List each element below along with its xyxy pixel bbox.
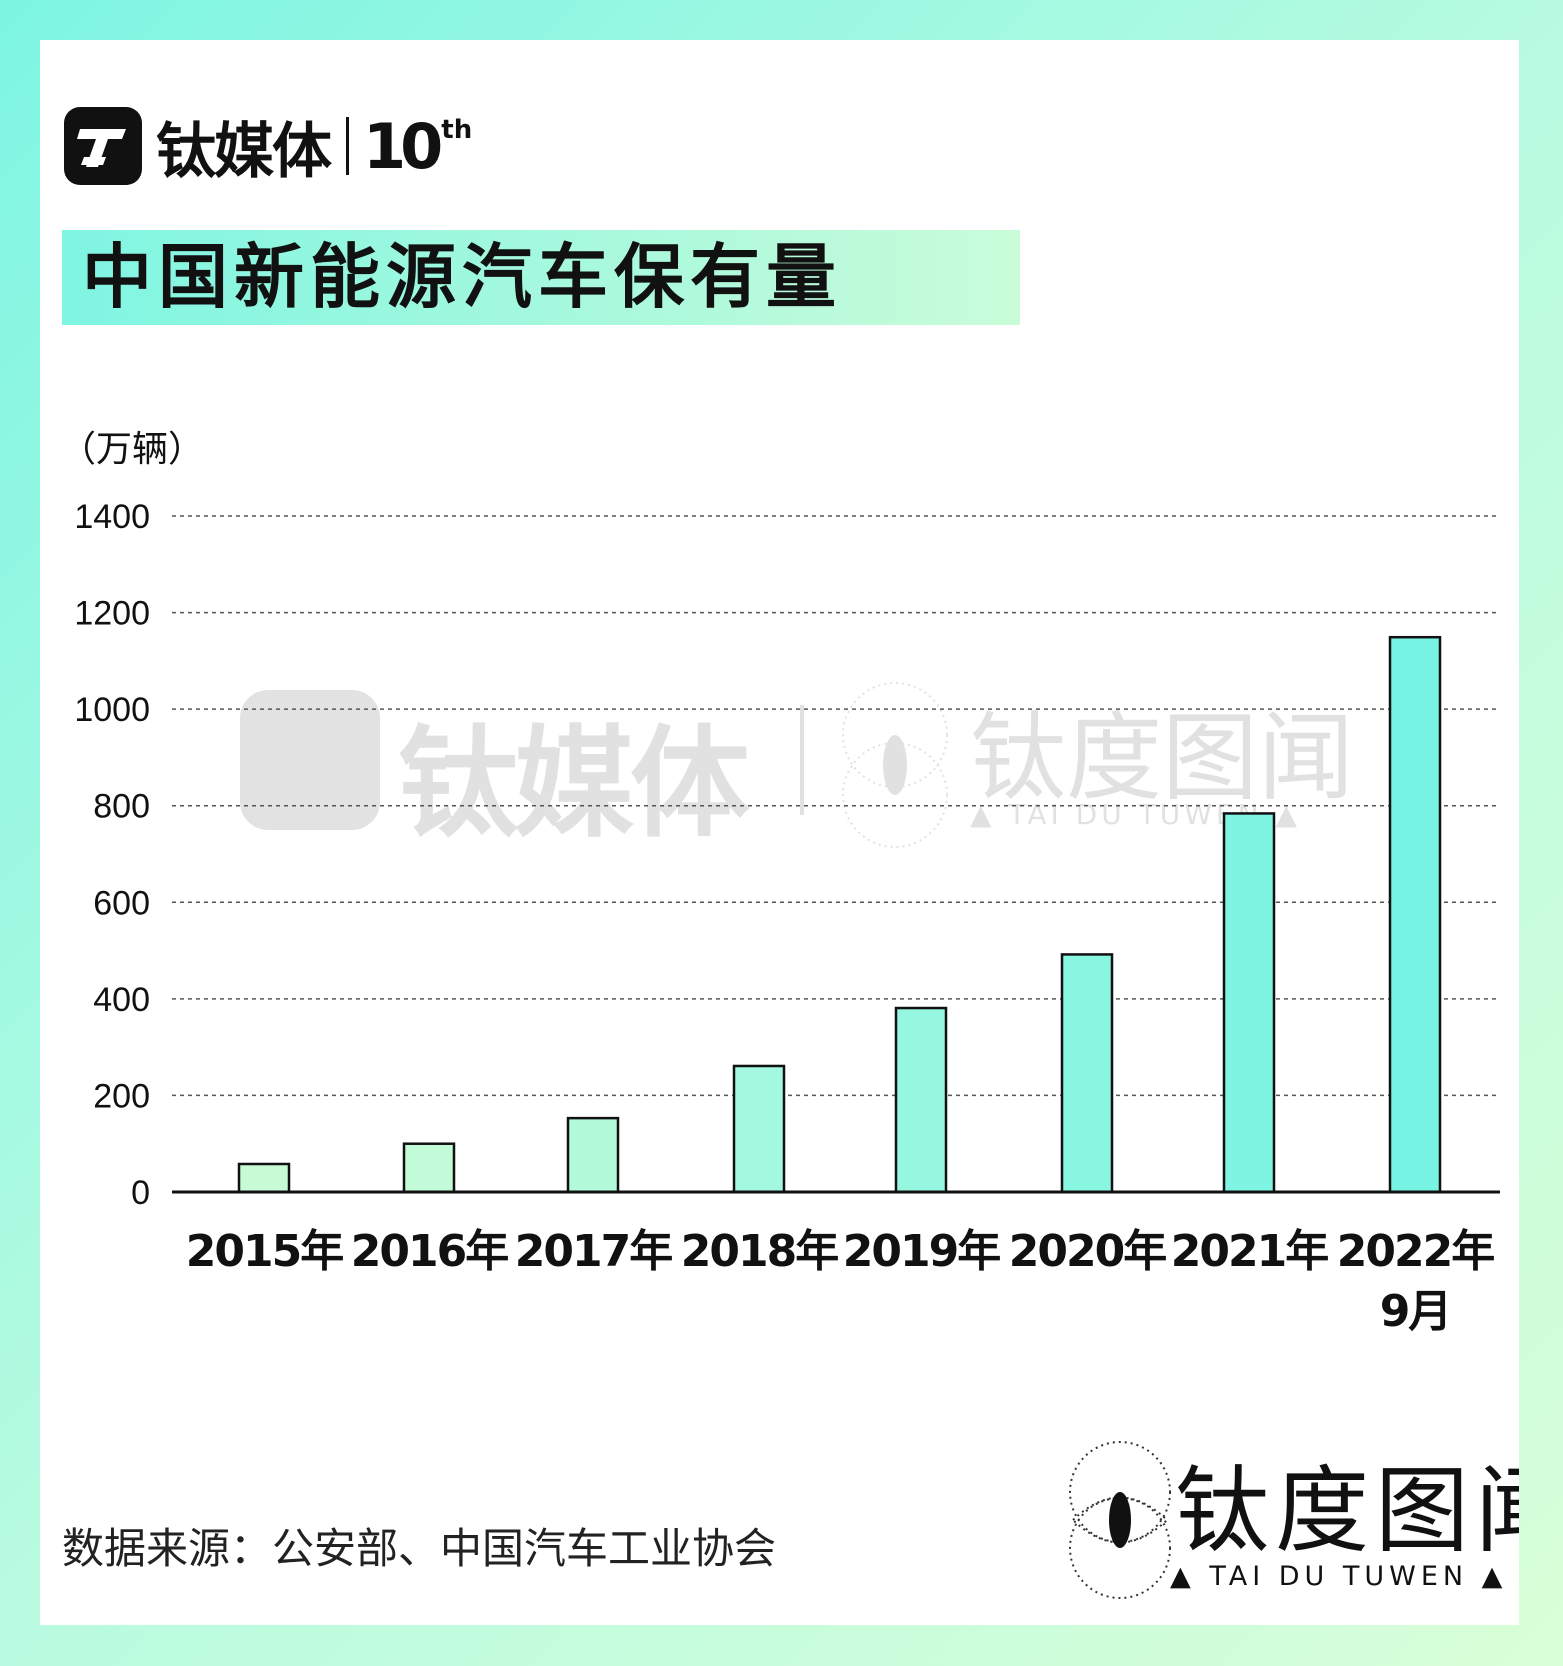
brand-name: 钛媒体 [156, 116, 332, 187]
bar [1060, 953, 1114, 1194]
brand-divider [346, 117, 349, 175]
x-tick-label: 2020年 [1009, 1226, 1166, 1277]
anniversary-suffix: th [441, 114, 473, 145]
footer-brand-name: 钛度图闻 [1175, 1457, 1519, 1566]
y-tick-labels: 0 200 400 600 800 1000 1200 1400 [74, 498, 150, 1212]
bar [237, 1162, 291, 1194]
footer-brand: 钛度图闻 ▲ TAI DU TUWEN ▲ [1065, 1435, 1519, 1605]
x-tick-label: 2015年 [186, 1226, 343, 1277]
bar [402, 1142, 456, 1194]
bars [237, 635, 1442, 1194]
x-tick-label: 2017年 [515, 1226, 672, 1277]
eye-logo-icon [1069, 1441, 1171, 1599]
chart-title: 中国新能源汽车保有量 [82, 236, 842, 318]
x-tick-labels: 2015年 2016年 2017年 2018年 2019年 2020年 2021年 2022年… [186, 1226, 1496, 1337]
y-axis-unit: （万辆） [60, 429, 205, 470]
anniversary-number: 10 [363, 109, 443, 183]
title-band: 中国新能源汽车保有量 [62, 230, 1020, 325]
bar [1388, 635, 1442, 1194]
y-tick-label: 1000 [74, 691, 150, 729]
x-tick-label: 9月 [1380, 1286, 1451, 1337]
y-tick-label: 1400 [74, 498, 150, 536]
bar [1222, 812, 1276, 1194]
x-tick-label: 2016年 [351, 1226, 508, 1277]
y-tick-label: 800 [93, 788, 150, 826]
bar [894, 1006, 948, 1194]
y-tick-label: 1200 [74, 595, 150, 633]
tmt-logo-icon [64, 107, 142, 185]
y-tick-label: 200 [93, 1077, 150, 1115]
footer-brand-subtitle: ▲ TAI DU TUWEN ▲ [1170, 1561, 1508, 1592]
x-tick-label: 2018年 [681, 1226, 838, 1277]
x-tick-label: 2022年 [1337, 1226, 1494, 1277]
grid-lines [172, 515, 1500, 1097]
bar [732, 1064, 786, 1194]
data-source: 数据来源：公安部、中国汽车工业协会 [62, 1524, 777, 1573]
x-tick-label: 2019年 [843, 1226, 1000, 1277]
y-tick-label: 0 [131, 1174, 150, 1212]
y-tick-label: 600 [93, 884, 150, 922]
x-tick-label: 2021年 [1171, 1226, 1328, 1277]
bar [566, 1116, 620, 1194]
bar-chart: 0 200 400 600 800 1000 1200 1400 2015年 2016年 2017… [74, 498, 1500, 1337]
y-tick-label: 400 [93, 981, 150, 1019]
